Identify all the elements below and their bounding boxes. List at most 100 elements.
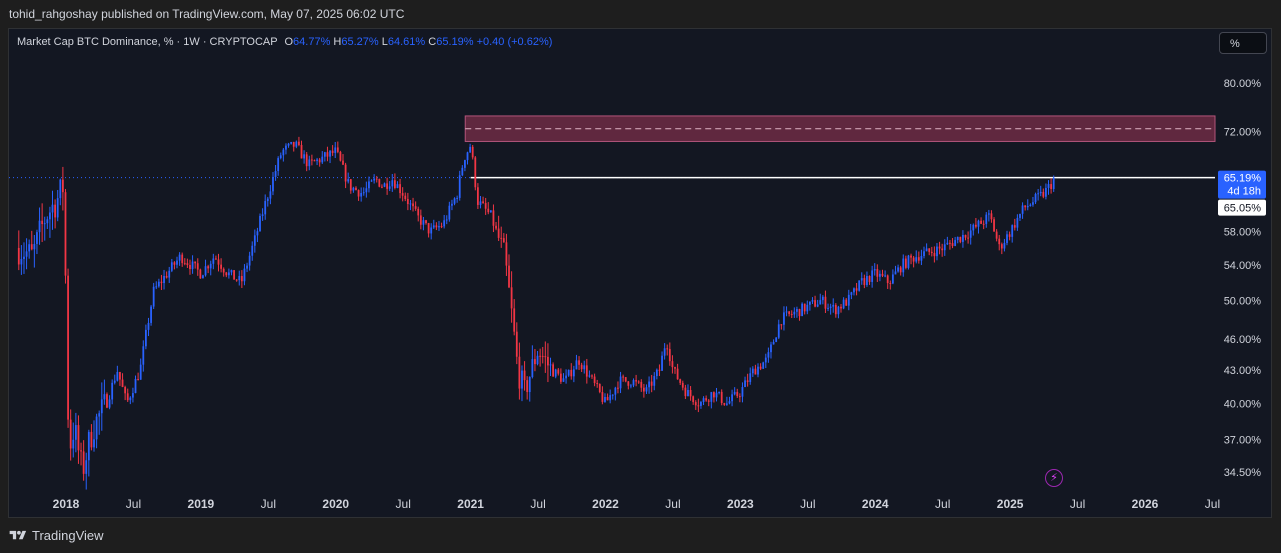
candle-body <box>269 191 272 199</box>
candle-body <box>881 273 884 276</box>
candle-body <box>853 288 855 293</box>
candle-body <box>541 355 544 357</box>
candle-body <box>827 307 829 309</box>
candle-body <box>866 276 868 286</box>
candle-body <box>596 383 599 385</box>
candle-body <box>331 150 334 153</box>
candle-body <box>749 373 752 382</box>
candle-body <box>56 198 59 218</box>
candle-body <box>790 313 793 315</box>
candle-body <box>619 376 622 389</box>
tradingview-brand[interactable]: TradingView <box>9 528 104 543</box>
candle-body <box>505 242 508 266</box>
candle-body <box>627 381 630 386</box>
candle-body <box>993 219 995 232</box>
candle-body <box>803 303 806 312</box>
candle-body <box>108 399 111 408</box>
candle-body <box>266 198 269 202</box>
candle-body <box>396 184 399 189</box>
candle-body <box>155 286 158 288</box>
secondary-price-badge[interactable] <box>1218 199 1266 216</box>
candle-body <box>585 365 588 377</box>
candle-body <box>1011 225 1014 237</box>
candle-body <box>513 308 516 332</box>
percent-scale-button[interactable]: % <box>1219 32 1267 54</box>
candle-body <box>134 378 137 394</box>
candle-body <box>74 425 77 440</box>
candle-body <box>121 379 124 388</box>
candle-body <box>479 201 482 205</box>
candle-body <box>775 337 778 342</box>
candle-body <box>381 186 383 188</box>
candle-body <box>277 158 280 172</box>
candle-body <box>95 416 98 440</box>
candle-body <box>298 141 300 145</box>
x-axis-tick-label: 2026 <box>1132 497 1159 511</box>
x-axis-tick-label: 2024 <box>862 497 889 511</box>
candle-body <box>160 281 163 284</box>
candle-body <box>33 243 36 250</box>
candle-body <box>510 287 513 309</box>
candle-body <box>819 300 822 305</box>
secondary-price-label: 65.05% <box>1224 203 1262 215</box>
candle-body <box>238 275 241 281</box>
candle-body <box>962 234 964 242</box>
y-axis-tick-label: 58.00% <box>1224 227 1262 239</box>
candle-body <box>412 203 414 207</box>
candle-body <box>72 439 75 449</box>
candle-body <box>879 273 881 277</box>
candle-body <box>355 187 357 191</box>
candle-body <box>243 268 246 282</box>
candle-body <box>500 237 503 239</box>
x-axis-tick-label: 2020 <box>322 497 349 511</box>
candle-body <box>290 141 293 144</box>
candle-body <box>544 356 547 358</box>
candle-body <box>1021 205 1024 214</box>
flash-icon[interactable]: ⚡ <box>1045 469 1063 487</box>
candle-body <box>549 364 552 366</box>
current-price-badge[interactable] <box>1218 170 1266 199</box>
candle-body <box>705 398 708 401</box>
candle-body <box>132 393 134 398</box>
candle-body <box>365 188 368 193</box>
candle-body <box>59 179 62 199</box>
candle-body <box>702 398 705 403</box>
candle-body <box>170 262 173 271</box>
candle-body <box>723 403 726 405</box>
y-axis-tick-label: 72.00% <box>1224 127 1262 139</box>
candle-body <box>980 220 982 224</box>
candle-body <box>915 257 918 262</box>
candle-body <box>972 224 975 231</box>
candle-body <box>1003 242 1006 249</box>
candle-body <box>464 160 466 168</box>
candle-body <box>767 352 770 358</box>
candle-body <box>495 225 497 229</box>
candle-body <box>770 344 772 353</box>
y-axis-tick-label: 40.00% <box>1224 399 1262 411</box>
candle-body <box>20 259 23 265</box>
candle-body <box>349 179 352 191</box>
chart-frame[interactable] <box>8 28 1272 518</box>
candle-body <box>274 171 277 177</box>
candle-body <box>129 397 132 401</box>
candle-body <box>666 348 669 350</box>
candle-body <box>661 355 663 371</box>
candle-body <box>406 199 409 205</box>
candle-body <box>959 236 962 242</box>
candle-body <box>977 220 980 227</box>
candle-body <box>593 376 596 384</box>
candle-body <box>489 210 492 213</box>
candle-body <box>272 176 274 192</box>
candle-body <box>316 159 318 161</box>
candle-body <box>438 226 440 228</box>
candle-body <box>840 306 842 309</box>
candle-body <box>173 262 176 265</box>
symbol-legend[interactable]: Market Cap BTC Dominance, % · 1W · CRYPT… <box>17 36 552 48</box>
candle-body <box>318 159 321 163</box>
candle-body <box>591 375 593 377</box>
candle-body <box>910 255 912 258</box>
x-axis-tick-label: Jul <box>530 497 545 511</box>
candle-body <box>575 360 578 370</box>
candle-body <box>54 204 57 218</box>
